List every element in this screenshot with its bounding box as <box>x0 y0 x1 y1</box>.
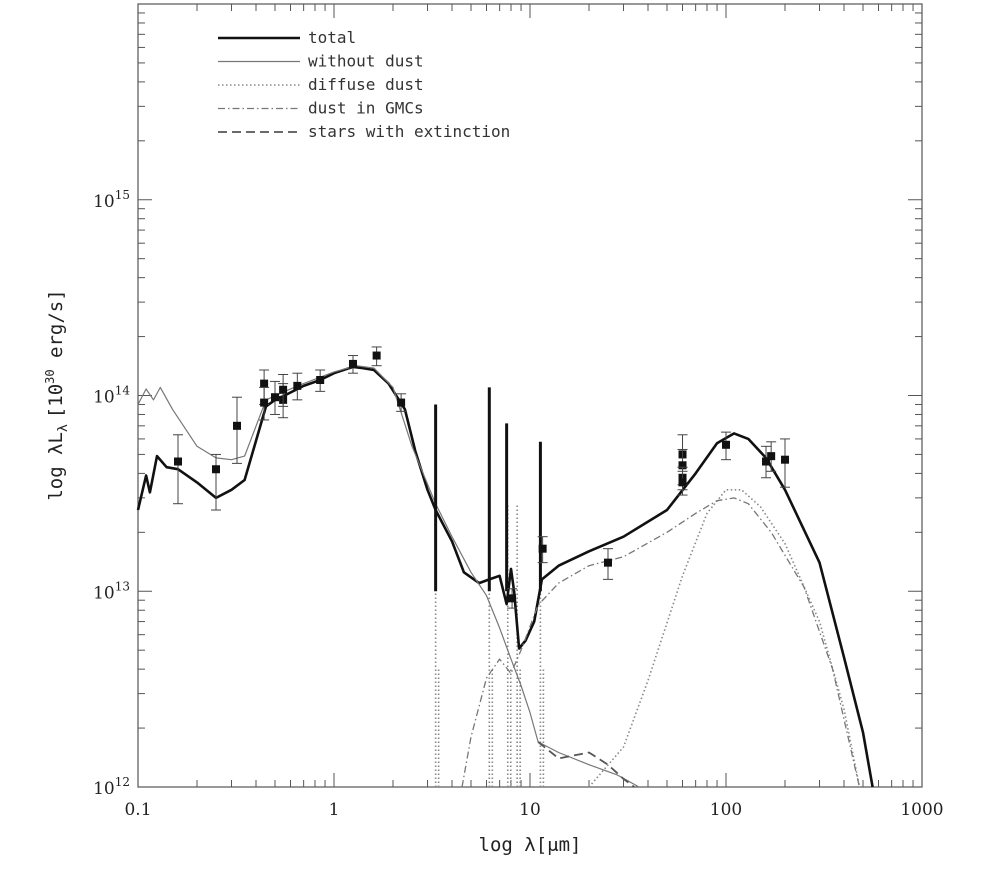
x-tick-label: 10 <box>519 800 541 820</box>
observation-point <box>677 470 688 496</box>
observation-point <box>315 369 326 392</box>
series-diffuse-dust <box>588 489 861 788</box>
x-tick-label: 100 <box>710 800 742 820</box>
legend-label: without dust <box>308 52 424 71</box>
y-axis-label: log λLλ[1030 erg/s] <box>43 289 71 500</box>
legend-label: stars with extinction <box>308 122 510 141</box>
series-without-dust <box>137 365 640 788</box>
observation-point <box>721 431 731 461</box>
observation-point <box>602 548 613 580</box>
observation-point <box>761 445 772 479</box>
observation-point <box>269 380 280 415</box>
x-tick-label: 0.1 <box>124 800 151 820</box>
x-tick-label: 1000 <box>900 800 943 820</box>
y-tick-label: 1013 <box>93 579 130 603</box>
y-tick-label: 1014 <box>93 384 130 408</box>
legend-label: total <box>308 28 356 47</box>
legend-label: dust in GMCs <box>308 99 424 118</box>
observation-point <box>292 372 303 401</box>
observation-point <box>537 536 548 564</box>
observation-point <box>259 386 270 421</box>
x-axis-label: log λ[μm] <box>479 834 582 856</box>
observation-point <box>173 434 184 505</box>
y-tick-label: 1012 <box>93 775 130 799</box>
series-stars-with-extinction <box>537 741 635 788</box>
observation-point <box>396 393 407 412</box>
observation-point <box>232 396 243 464</box>
observation-point <box>347 355 358 374</box>
observation-point <box>507 588 518 609</box>
x-tick-label: 1 <box>329 800 340 820</box>
plot-frame <box>137 3 923 788</box>
series-dust-in-GMCs <box>461 497 861 788</box>
observation-point <box>371 346 382 367</box>
series-total <box>136 365 874 788</box>
y-tick-label: 1015 <box>93 188 130 212</box>
observation-point <box>210 453 221 511</box>
observation-point <box>780 438 791 488</box>
legend-label: diffuse dust <box>308 75 424 94</box>
observation-point <box>766 441 777 472</box>
observation-point <box>278 374 289 407</box>
